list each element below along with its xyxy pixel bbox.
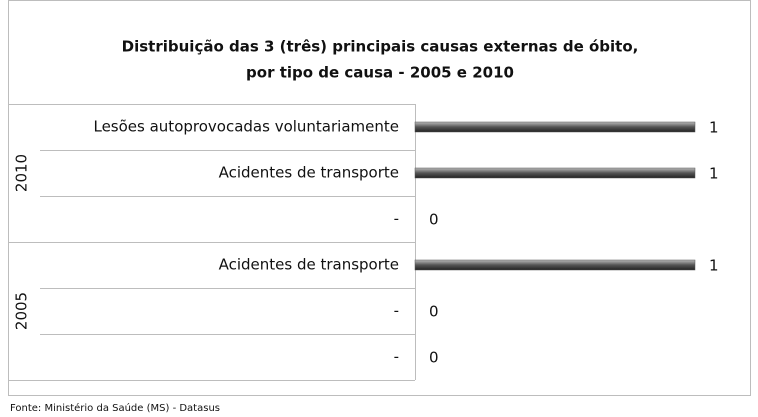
- category-label: -: [394, 210, 399, 228]
- category-label: Acidentes de transporte: [219, 164, 399, 182]
- category-label: Lesões autoprovocadas voluntariamente: [93, 118, 399, 136]
- bar: [414, 167, 696, 179]
- group-label: 2005: [13, 292, 31, 330]
- value-label: 0: [429, 211, 439, 229]
- bar: [414, 121, 696, 133]
- value-label: 1: [709, 119, 719, 137]
- value-label: 0: [429, 303, 439, 321]
- category-label: -: [394, 348, 399, 366]
- value-label: 1: [709, 165, 719, 183]
- chart-title: Distribuição das 3 (três) principais cau…: [122, 38, 639, 56]
- chart-title: por tipo de causa - 2005 e 2010: [246, 64, 514, 82]
- bar: [414, 259, 696, 271]
- chart-frame: [8, 0, 751, 396]
- category-label: Acidentes de transporte: [219, 256, 399, 274]
- value-label: 1: [709, 257, 719, 275]
- group-label: 2010: [13, 154, 31, 192]
- source-note: Fonte: Ministério da Saúde (MS) - Datasu…: [10, 402, 220, 414]
- value-label: 0: [429, 349, 439, 367]
- category-label: -: [394, 302, 399, 320]
